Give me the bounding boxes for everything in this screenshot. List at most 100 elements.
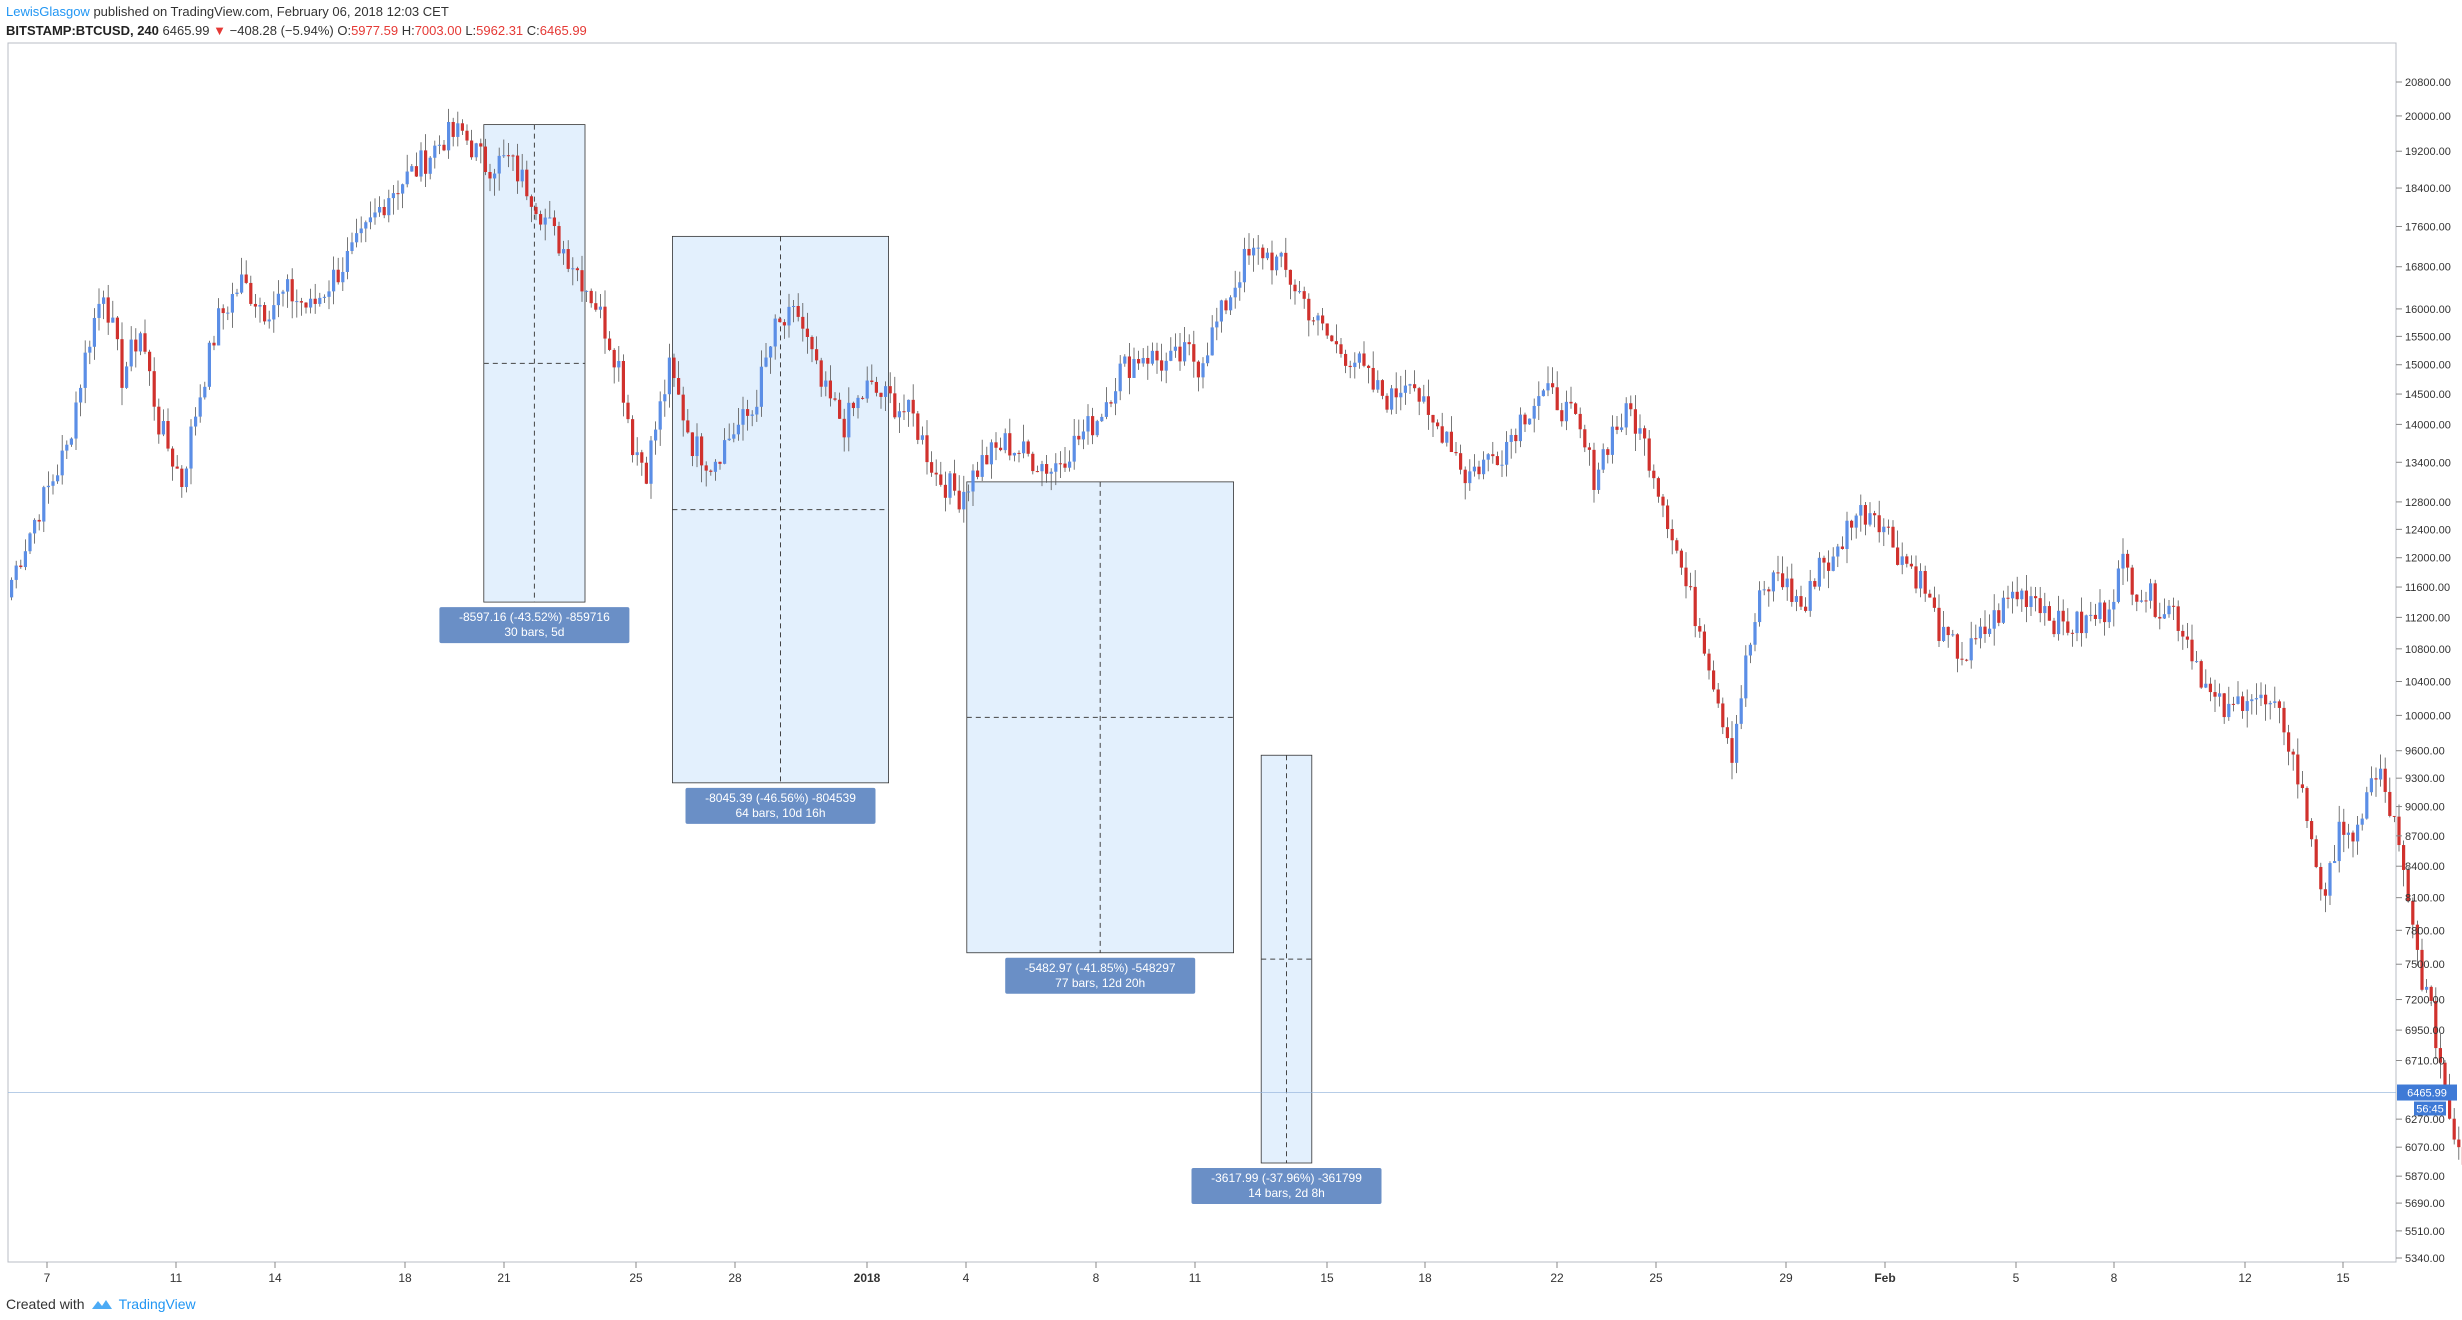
candle-body bbox=[1330, 335, 1334, 342]
symbol-label[interactable]: BITSTAMP:BTCUSD, 240 bbox=[6, 23, 159, 38]
candle-body bbox=[2167, 605, 2171, 615]
candle-body bbox=[1560, 410, 1564, 422]
candle-body bbox=[1408, 384, 1412, 386]
candle-body bbox=[1316, 315, 1320, 321]
x-tick-label: 7 bbox=[44, 1271, 51, 1285]
candle-body bbox=[42, 487, 46, 522]
candle-body bbox=[612, 349, 616, 368]
candles bbox=[10, 108, 2462, 1165]
y-tick-label: 13400.00 bbox=[2405, 457, 2451, 469]
candle-body bbox=[516, 155, 520, 182]
candle-body bbox=[368, 217, 372, 223]
candle-body bbox=[1445, 431, 1449, 443]
candle-body bbox=[2227, 703, 2231, 718]
candle-body bbox=[2388, 791, 2392, 816]
candle-body bbox=[1334, 341, 1338, 345]
y-tick-label: 7200.00 bbox=[2405, 995, 2445, 1007]
candle-body bbox=[1873, 513, 1877, 516]
candle-body bbox=[2273, 701, 2277, 703]
candle-body bbox=[1201, 363, 1205, 378]
candle-body bbox=[1974, 638, 1978, 640]
candle-body bbox=[37, 519, 41, 522]
candle-body bbox=[1601, 449, 1605, 470]
candle-body bbox=[700, 436, 704, 466]
candle-body bbox=[534, 206, 538, 215]
candle-body bbox=[1321, 315, 1325, 324]
candle-body bbox=[175, 466, 179, 469]
candle-body bbox=[635, 452, 639, 456]
candle-body bbox=[1238, 282, 1242, 288]
candle-body bbox=[424, 150, 428, 174]
candle-body bbox=[879, 392, 883, 397]
candle-body bbox=[2162, 614, 2166, 619]
candle-body bbox=[1003, 433, 1007, 451]
candle-body bbox=[681, 394, 685, 421]
candle-body bbox=[166, 421, 170, 449]
candle-body bbox=[782, 322, 786, 326]
candle-body bbox=[1578, 413, 1582, 430]
x-tick-label: 28 bbox=[728, 1271, 742, 1285]
author-link[interactable]: LewisGlasgow bbox=[6, 4, 90, 19]
candle-body bbox=[1302, 291, 1306, 299]
candle-body bbox=[258, 305, 262, 307]
candle-body bbox=[391, 193, 395, 199]
created-with-text: Created with bbox=[6, 1296, 85, 1312]
candle-body bbox=[2084, 615, 2088, 634]
high-value: 7003.00 bbox=[414, 23, 462, 38]
tradingview-link[interactable]: TradingView bbox=[118, 1296, 196, 1312]
candle-body bbox=[2236, 696, 2240, 704]
candle-body bbox=[617, 360, 621, 368]
candle-body bbox=[56, 475, 60, 482]
candle-body bbox=[1868, 513, 1872, 525]
candle-body bbox=[1500, 464, 1504, 466]
candle-body bbox=[2231, 703, 2235, 705]
candle-body bbox=[833, 398, 837, 400]
candle-body bbox=[2346, 832, 2350, 835]
y-tick-label: 9300.00 bbox=[2405, 773, 2445, 785]
candle-body bbox=[79, 387, 83, 403]
y-tick-label: 16000.00 bbox=[2405, 304, 2451, 316]
candle-body bbox=[1275, 256, 1279, 271]
x-tick-label: 4 bbox=[963, 1271, 970, 1285]
candle-body bbox=[1169, 350, 1173, 361]
candle-body bbox=[134, 339, 138, 352]
candle-body bbox=[1436, 422, 1440, 427]
candle-body bbox=[1196, 361, 1200, 378]
candle-body bbox=[1279, 252, 1283, 257]
candle-body bbox=[2158, 616, 2162, 619]
candle-body bbox=[1344, 353, 1348, 366]
candle-body bbox=[907, 399, 911, 412]
candle-body bbox=[2420, 949, 2424, 990]
y-tick-label: 10800.00 bbox=[2405, 644, 2451, 656]
candle-body bbox=[2310, 821, 2314, 840]
candle-body bbox=[2305, 788, 2309, 822]
candle-body bbox=[732, 434, 736, 439]
candle-body bbox=[2199, 661, 2203, 688]
candle-body bbox=[796, 306, 800, 317]
candle-body bbox=[2254, 698, 2258, 700]
candle-body bbox=[999, 447, 1003, 451]
candle-body bbox=[672, 357, 676, 379]
symbol-line: BITSTAMP:BTCUSD, 240 6465.99 ▼ −408.28 (… bbox=[6, 21, 587, 40]
candle-body bbox=[33, 519, 37, 534]
candle-body bbox=[1514, 434, 1518, 442]
candle-body bbox=[157, 406, 161, 435]
candle-body bbox=[1229, 297, 1233, 311]
candle-body bbox=[2259, 694, 2263, 699]
candle-body bbox=[2245, 701, 2249, 711]
candle-body bbox=[1725, 727, 1729, 739]
candle-body bbox=[1247, 248, 1251, 256]
candle-body bbox=[1127, 356, 1131, 378]
candle-body bbox=[1551, 383, 1555, 388]
countdown-tag-text: 56:45 bbox=[2416, 1104, 2444, 1116]
candle-body bbox=[2006, 597, 2010, 599]
candle-body bbox=[2392, 815, 2396, 817]
candle-body bbox=[493, 173, 497, 179]
candle-body bbox=[1058, 463, 1062, 465]
candle-body bbox=[2029, 596, 2033, 607]
candle-body bbox=[2434, 1000, 2438, 1049]
candle-body bbox=[304, 302, 308, 308]
candle-body bbox=[2126, 553, 2130, 568]
candle-body bbox=[1978, 626, 1982, 639]
